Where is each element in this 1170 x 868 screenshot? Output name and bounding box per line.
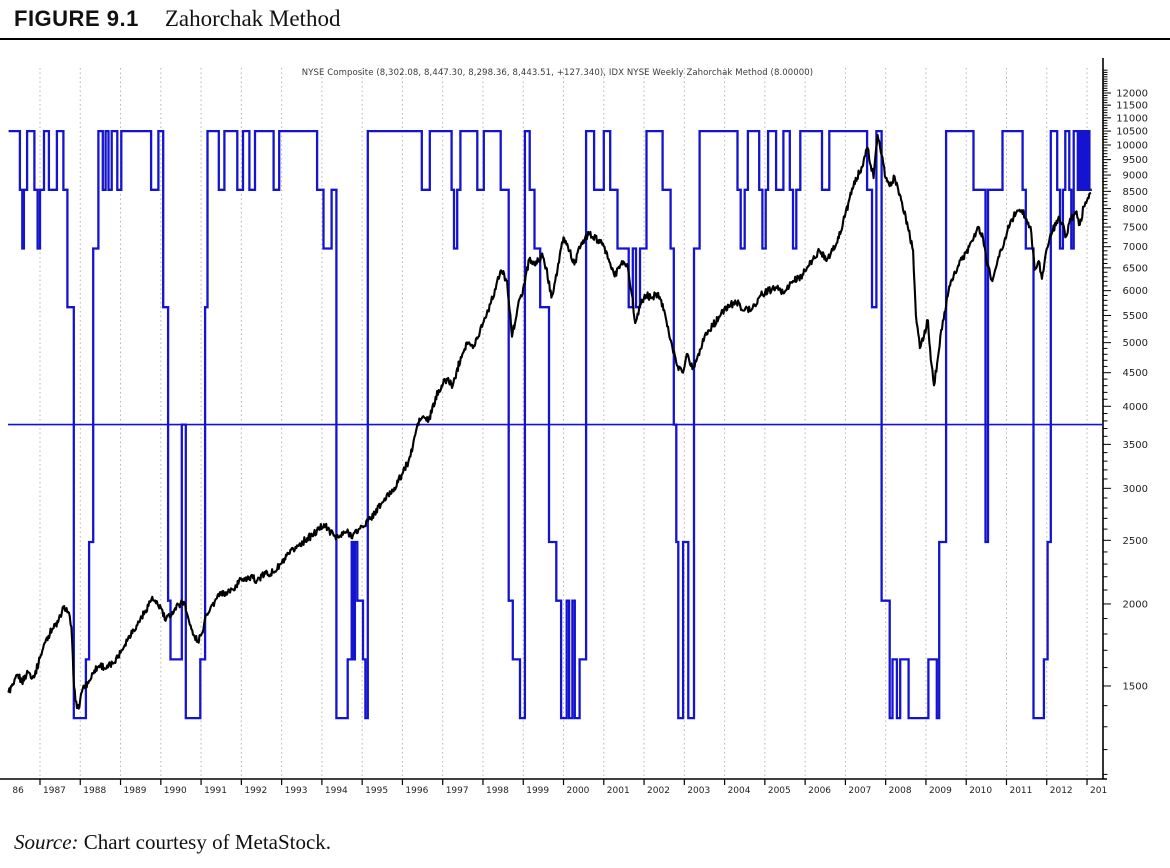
y-axis-label: 7000 <box>1123 242 1148 253</box>
x-axis-label: 1987 <box>43 786 66 796</box>
y-axis-label: 3000 <box>1123 484 1148 495</box>
y-axis-label: 12000 <box>1116 89 1148 100</box>
y-axis-label: 8000 <box>1123 204 1148 215</box>
zahorchak-indicator-line <box>8 129 1092 720</box>
source-prefix: Source: <box>14 830 79 854</box>
x-axis-label: 1991 <box>204 786 227 796</box>
y-axis-label: 2000 <box>1123 599 1148 610</box>
x-axis-label: 201 <box>1090 786 1107 796</box>
x-axis-label: 1992 <box>244 786 267 796</box>
y-axis-label: 8500 <box>1123 187 1148 198</box>
x-axis-label: 2003 <box>687 786 710 796</box>
x-axis-label: 1996 <box>405 786 428 796</box>
x-axis-label: 2009 <box>929 786 952 796</box>
y-axis-label: 6000 <box>1123 286 1148 297</box>
y-axis-label: 3500 <box>1123 440 1148 451</box>
chart-header-text: NYSE Composite (8,302.08, 8,447.30, 8,29… <box>301 68 814 78</box>
y-axis-label: 9000 <box>1123 171 1148 182</box>
x-axis-label: 2010 <box>969 786 992 796</box>
y-axis-label: 9500 <box>1123 155 1148 166</box>
y-axis-label: 6500 <box>1123 263 1148 274</box>
x-axis-label: 1993 <box>285 786 308 796</box>
x-axis-label: 2008 <box>889 786 912 796</box>
x-axis-label: 1998 <box>486 786 509 796</box>
x-axis-label: 2006 <box>808 786 831 796</box>
y-axis-label: 7500 <box>1123 223 1148 234</box>
x-axis-label: 86 <box>12 786 24 796</box>
y-axis-label: 10000 <box>1116 140 1148 151</box>
x-axis-label: 1997 <box>446 786 469 796</box>
x-axis-label: 2012 <box>1050 786 1073 796</box>
x-axis-label: 1999 <box>526 786 549 796</box>
chart-area: 86 1987 1988 1989 1990 1991 1992 1993 1994 1995 19… <box>0 40 1170 800</box>
x-axis-label: 2005 <box>768 786 791 796</box>
figure-caption: FIGURE 9.1 Zahorchak Method <box>14 6 1156 32</box>
nyse-composite-price-line <box>7 133 1092 710</box>
chart-canvas: 86 1987 1988 1989 1990 1991 1992 1993 1994 1995 19… <box>0 58 1148 796</box>
y-axis-label: 5000 <box>1123 338 1148 349</box>
x-axis-label: 2001 <box>607 786 630 796</box>
x-axis-label: 1988 <box>83 786 106 796</box>
x-axis-label: 2004 <box>728 786 751 796</box>
y-axis-label: 11000 <box>1116 113 1148 124</box>
y-axis-label: 11500 <box>1116 101 1148 112</box>
x-axis-label: 2002 <box>647 786 670 796</box>
x-axis-label: 1995 <box>365 786 388 796</box>
y-axis-label: 4500 <box>1123 368 1148 379</box>
y-axis-label: 2500 <box>1123 536 1148 547</box>
source-text: Chart courtesy of MetaStock. <box>78 830 332 854</box>
y-axis-label: 5500 <box>1123 311 1148 322</box>
figure-title: Zahorchak Method <box>164 6 341 31</box>
x-axis-label: 1990 <box>164 786 187 796</box>
x-axis-label: 1989 <box>124 786 147 796</box>
y-axis-label: 1500 <box>1123 681 1148 692</box>
caption-divider <box>0 38 1170 40</box>
x-axis-label: 2011 <box>1009 786 1032 796</box>
figure-label: FIGURE 9.1 <box>14 6 139 31</box>
x-axis-label: 2007 <box>848 786 871 796</box>
x-axis-label: 2000 <box>567 786 590 796</box>
source-line: Source: Chart courtesy of MetaStock. <box>14 830 331 855</box>
x-axis-label: 1994 <box>325 786 348 796</box>
y-axis-label: 4000 <box>1123 402 1148 413</box>
y-axis-label: 10500 <box>1116 127 1148 138</box>
